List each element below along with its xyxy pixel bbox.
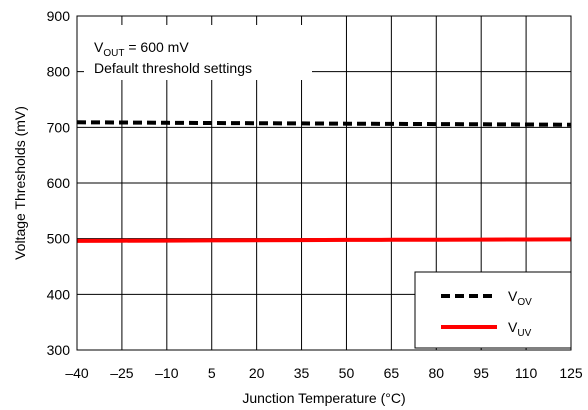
- annotation-box: VOUT = 600 mV Default threshold settings: [84, 25, 312, 80]
- legend-label-ov: VOV: [508, 288, 532, 308]
- series-line-uv: [76, 237, 572, 243]
- x-tick-label: 110: [515, 365, 538, 381]
- plot-frame: [76, 15, 572, 351]
- x-tick-label: 5: [208, 365, 216, 381]
- legend: VOV VUV: [414, 271, 572, 349]
- x-tick-label: 125: [559, 365, 583, 381]
- x-tick-label: 20: [249, 365, 265, 381]
- y-tick-label: 400: [47, 286, 71, 302]
- x-tick-label: –40: [65, 365, 89, 381]
- annotation-line2: Default threshold settings: [94, 60, 252, 76]
- y-tick-label: 600: [47, 175, 71, 191]
- x-tick-label: 95: [473, 365, 489, 381]
- x-tick-label: 35: [294, 365, 310, 381]
- x-tick-label: –25: [110, 365, 134, 381]
- x-tick-label: 50: [339, 365, 355, 381]
- y-tick-label: 900: [47, 8, 71, 24]
- y-tick-label: 700: [47, 119, 71, 135]
- y-axis-label: Voltage Thresholds (mV): [12, 106, 28, 260]
- series-lines: [76, 120, 572, 243]
- legend-label-uv: VUV: [508, 319, 532, 339]
- legend-box: [414, 271, 572, 349]
- series-line-ov: [76, 120, 572, 127]
- x-tick-label: 80: [428, 365, 444, 381]
- y-tick-label: 300: [47, 342, 71, 358]
- y-tick-label: 500: [47, 231, 71, 247]
- x-axis-label: Junction Temperature (°C): [242, 390, 405, 406]
- y-tick-labels: 300 400 500 600 700 800 900: [47, 8, 71, 358]
- annotation-line1: VOUT = 600 mV: [94, 39, 189, 59]
- x-tick-label: 65: [384, 365, 400, 381]
- x-tick-label: –10: [155, 365, 179, 381]
- x-tick-labels: –40 –25 –10 5 20 35 50 65 80 95 110 125: [65, 365, 583, 381]
- y-tick-label: 800: [47, 64, 71, 80]
- annotation-background: [84, 25, 312, 80]
